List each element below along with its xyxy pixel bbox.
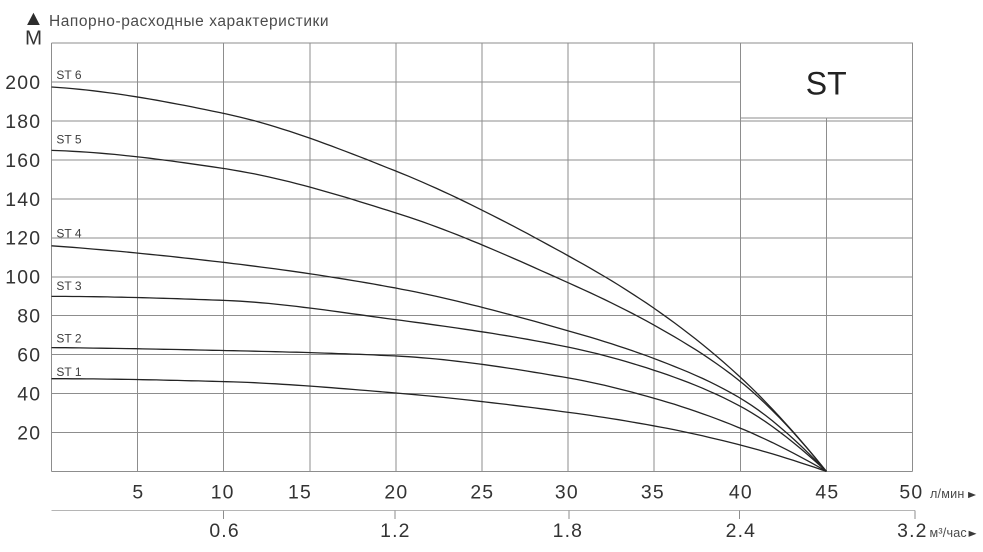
- svg-text:л/мин: л/мин: [930, 487, 965, 501]
- svg-text:Напорно-расходные характеристи: Напорно-расходные характеристики: [49, 13, 329, 30]
- svg-text:20: 20: [17, 422, 41, 444]
- svg-text:1.2: 1.2: [380, 520, 411, 542]
- svg-text:45: 45: [815, 482, 839, 504]
- svg-text:120: 120: [5, 228, 41, 250]
- svg-text:180: 180: [5, 111, 41, 133]
- svg-text:ST 3: ST 3: [56, 279, 81, 293]
- svg-text:10: 10: [211, 482, 235, 504]
- svg-text:25: 25: [470, 482, 494, 504]
- svg-text:60: 60: [17, 345, 41, 367]
- svg-text:40: 40: [17, 383, 41, 405]
- svg-text:ST 4: ST 4: [56, 227, 81, 241]
- svg-text:ST 1: ST 1: [56, 365, 81, 379]
- svg-text:200: 200: [5, 72, 41, 94]
- svg-text:15: 15: [288, 482, 312, 504]
- svg-text:2.4: 2.4: [726, 520, 757, 542]
- svg-text:50: 50: [899, 482, 923, 504]
- svg-text:ST 2: ST 2: [56, 331, 81, 345]
- svg-text:140: 140: [5, 189, 41, 211]
- svg-text:ST 5: ST 5: [56, 133, 81, 147]
- svg-text:100: 100: [5, 267, 41, 289]
- svg-text:5: 5: [132, 482, 144, 504]
- svg-text:3.2: 3.2: [897, 520, 928, 542]
- svg-text:м³/час: м³/час: [930, 526, 967, 540]
- svg-text:М: М: [25, 26, 42, 49]
- svg-text:80: 80: [17, 306, 41, 328]
- svg-text:30: 30: [555, 482, 579, 504]
- svg-text:ST: ST: [806, 65, 847, 101]
- svg-text:160: 160: [5, 150, 41, 172]
- svg-text:20: 20: [384, 482, 408, 504]
- svg-text:40: 40: [729, 482, 753, 504]
- svg-text:1.8: 1.8: [553, 520, 584, 542]
- svg-text:ST 6: ST 6: [56, 68, 81, 82]
- svg-text:0.6: 0.6: [209, 520, 240, 542]
- svg-text:35: 35: [641, 482, 665, 504]
